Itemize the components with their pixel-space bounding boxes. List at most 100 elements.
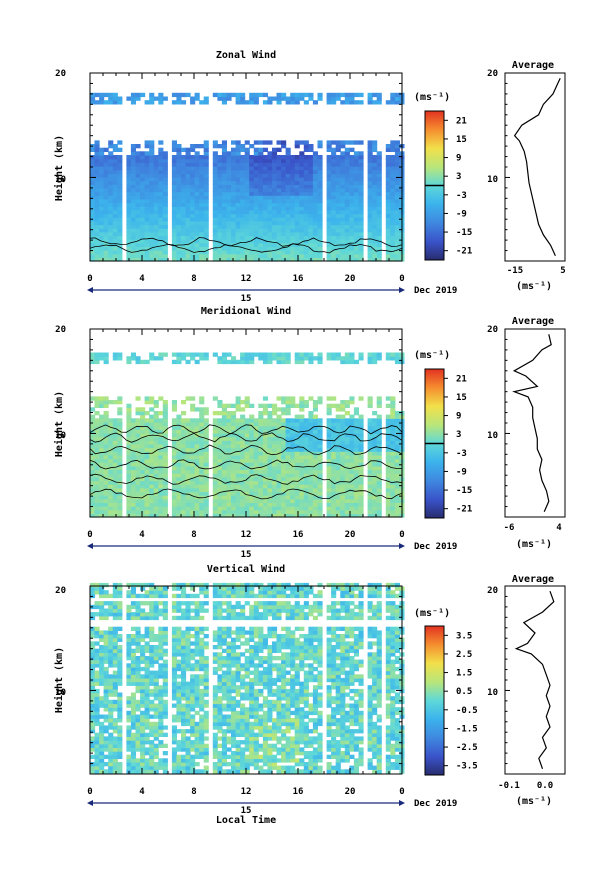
heatmap-cell (176, 191, 182, 196)
heatmap-cell (103, 195, 109, 200)
heatmap-cell (108, 758, 114, 763)
heatmap-cell (153, 198, 159, 204)
heatmap-cell (130, 681, 136, 686)
heatmap-cell (335, 440, 341, 445)
heatmap-cell (376, 451, 382, 456)
heatmap-cell (90, 476, 96, 482)
heatmap-cell (372, 166, 378, 171)
heatmap-cell (231, 422, 237, 427)
heatmap-cell (149, 725, 155, 730)
heatmap-cell (140, 487, 146, 493)
heatmap-cell (171, 246, 177, 251)
heatmap-cell (90, 502, 96, 507)
heatmap-cell (312, 231, 318, 237)
heatmap-cell (290, 184, 296, 189)
heatmap-cell (372, 92, 378, 98)
heatmap-cell (353, 458, 359, 463)
heatmap-cell (276, 246, 282, 251)
heatmap-cell (244, 396, 250, 401)
heatmap-cell (149, 400, 155, 405)
heatmap-cell (335, 513, 341, 518)
heatmap-cell (199, 440, 205, 445)
heatmap-cell (94, 630, 100, 635)
heatmap-cell (340, 235, 346, 240)
heatmap-cell (258, 476, 264, 482)
heatmap-cell (108, 762, 114, 767)
heatmap-cell (326, 440, 332, 445)
heatmap-cell (281, 176, 287, 182)
heatmap-cell (203, 454, 209, 460)
heatmap-cell (181, 235, 187, 240)
heatmap-cell (340, 176, 346, 182)
heatmap-cell (253, 432, 259, 438)
heatmap-cell (176, 246, 182, 251)
heatmap-cell (171, 465, 177, 471)
heatmap-cell (235, 491, 241, 496)
heatmap-cell (153, 202, 159, 207)
colorbar-tick-label: -15 (456, 486, 472, 496)
heatmap-cell (376, 469, 382, 474)
heatmap-cell (217, 469, 223, 474)
heatmap-cell (185, 447, 191, 452)
heatmap-cell (194, 224, 200, 229)
heatmap-cell (249, 458, 255, 463)
heatmap-cell (199, 166, 205, 171)
heatmap-cell (149, 743, 155, 748)
heatmap-cell (140, 436, 146, 441)
heatmap-cell (199, 228, 205, 233)
heatmap-cell (281, 220, 287, 226)
heatmap-cell (140, 637, 146, 642)
heatmap-cell (158, 184, 164, 189)
heatmap-cell (344, 352, 350, 357)
heatmap-cell (308, 440, 314, 445)
heatmap-cell (126, 656, 132, 661)
heatmap-cell (253, 166, 259, 171)
heatmap-cell (212, 191, 218, 196)
heatmap-cell (112, 206, 118, 211)
heatmap-cell (235, 217, 241, 222)
heatmap-cell (303, 169, 309, 174)
heatmap-cell (212, 228, 218, 233)
heatmap-cell (176, 253, 182, 258)
heatmap-cell (303, 432, 309, 438)
heatmap-cell (203, 169, 209, 174)
heatmap-cell (130, 220, 136, 226)
heatmap-cell (344, 187, 350, 193)
heatmap-cell (153, 743, 159, 748)
heatmap-cell (376, 217, 382, 222)
heatmap-cell (99, 513, 105, 518)
heatmap-cell (162, 173, 168, 178)
profile-plot (505, 328, 552, 518)
heatmap-cell (94, 692, 100, 697)
heatmap-cell (162, 239, 168, 244)
heatmap-cell (226, 352, 232, 357)
heatmap-cell (390, 202, 396, 207)
heatmap-cell (249, 158, 255, 163)
heatmap-cell (294, 422, 300, 427)
heatmap-cell (149, 615, 155, 621)
heatmap-cell (126, 743, 132, 748)
heatmap-cell (158, 180, 164, 185)
heatmap-cell (267, 176, 273, 182)
heatmap-cell (217, 487, 223, 493)
heatmap-cell (108, 604, 114, 610)
heatmap-cell (349, 447, 355, 452)
heatmap-cell (308, 352, 314, 357)
heatmap-cell (331, 436, 337, 441)
heatmap-cell (358, 198, 364, 204)
heatmap-cell (303, 147, 309, 152)
heatmap-cell (262, 418, 268, 423)
heatmap-cell (108, 202, 114, 207)
heatmap-cell (171, 400, 177, 405)
heatmap-cell (262, 473, 268, 478)
heatmap-cell (94, 465, 100, 471)
heatmap-cell (272, 352, 278, 357)
heatmap-cell (299, 480, 305, 485)
heatmap-cell (367, 209, 373, 215)
heatmap-cell (130, 666, 136, 672)
heatmap-cell (349, 476, 355, 482)
heatmap-cell (235, 495, 241, 500)
heatmap-cell (258, 198, 264, 204)
heatmap-cell (158, 469, 164, 474)
heatmap-cell (108, 710, 114, 716)
